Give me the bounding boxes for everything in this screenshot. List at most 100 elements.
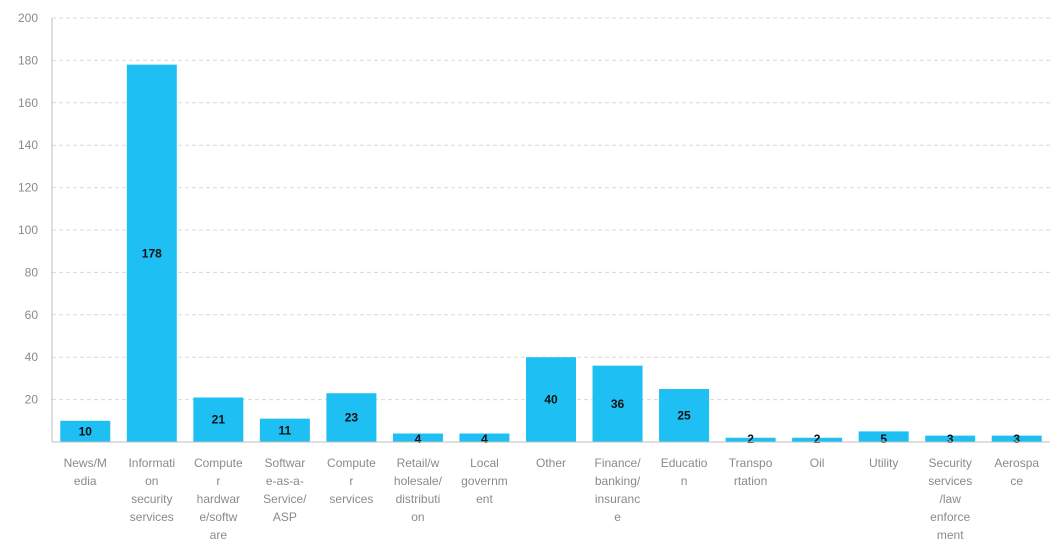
x-category-label-line: Educatio bbox=[661, 456, 708, 470]
x-category-label: Utility bbox=[869, 456, 898, 470]
bar-value-label: 3 bbox=[947, 432, 954, 446]
x-category-label: Compute r hardwar e/softw are bbox=[194, 456, 243, 542]
bar-value-label: 36 bbox=[611, 397, 625, 411]
x-category-label: Transpo rtation bbox=[729, 456, 773, 488]
grid-layer bbox=[52, 17, 1050, 401]
x-category-label-line: ASP bbox=[273, 510, 297, 524]
bar[interactable] bbox=[659, 389, 710, 442]
x-category-label: Other bbox=[536, 456, 566, 470]
bar[interactable] bbox=[792, 437, 843, 442]
y-axis-ticks: 20 40 60 80 100 120 140 160 180 200 bbox=[18, 11, 38, 407]
bar-value-label: 21 bbox=[212, 413, 226, 427]
y-tick-label: 120 bbox=[18, 181, 38, 195]
x-category-label-line: e bbox=[614, 510, 621, 524]
bar-value-label: 4 bbox=[415, 432, 422, 446]
bar[interactable] bbox=[259, 418, 310, 442]
y-tick-label: 100 bbox=[18, 223, 38, 237]
y-tick-label: 140 bbox=[18, 138, 38, 152]
bar-value-label: 4 bbox=[481, 432, 488, 446]
x-category-label-line: Compute bbox=[194, 456, 243, 470]
x-category-label-line: /law bbox=[940, 492, 962, 506]
x-category-label-line: Informati bbox=[128, 456, 175, 470]
x-category-label-line: Service/ bbox=[263, 492, 307, 506]
bar[interactable] bbox=[326, 393, 377, 442]
bar[interactable] bbox=[991, 435, 1042, 442]
bar-value-label: 2 bbox=[814, 432, 821, 446]
y-tick-label: 40 bbox=[25, 350, 39, 364]
bar-value-label: 2 bbox=[747, 432, 754, 446]
x-category-label-line: Retail/w bbox=[397, 456, 440, 470]
bar-value-label: 23 bbox=[345, 411, 359, 425]
x-category-label-line: Aerospa bbox=[994, 456, 1039, 470]
x-category-label-line: Compute bbox=[327, 456, 376, 470]
x-category-label-line: on bbox=[411, 510, 424, 524]
bar[interactable] bbox=[126, 64, 177, 442]
x-category-label-line: on bbox=[145, 474, 158, 488]
x-category-label-line: Other bbox=[536, 456, 566, 470]
x-category-label-line: services bbox=[928, 474, 972, 488]
bar[interactable] bbox=[193, 397, 244, 442]
x-category-label-line: rtation bbox=[734, 474, 767, 488]
bar[interactable] bbox=[592, 365, 643, 442]
y-tick-label: 180 bbox=[18, 53, 38, 67]
bar[interactable] bbox=[60, 420, 111, 442]
x-category-label: Retail/w holesale/distributi on bbox=[394, 456, 443, 524]
bar[interactable] bbox=[725, 437, 776, 442]
x-category-label: Security services/law enforce ment bbox=[928, 456, 972, 542]
bar[interactable] bbox=[858, 431, 909, 442]
bar[interactable] bbox=[925, 435, 976, 442]
x-category-label-line: n bbox=[681, 474, 688, 488]
bar-value-label: 11 bbox=[279, 423, 292, 437]
x-category-label-line: Utility bbox=[869, 456, 898, 470]
x-category-label-line: Finance/ bbox=[595, 456, 642, 470]
y-tick-label: 60 bbox=[25, 308, 39, 322]
bar-value-label: 10 bbox=[79, 424, 93, 438]
bars bbox=[60, 64, 1042, 442]
x-category-label-line: ment bbox=[937, 528, 964, 542]
x-category-label-line: enforce bbox=[930, 510, 970, 524]
x-category-label-line: services bbox=[329, 492, 373, 506]
x-category-label-line: r bbox=[349, 474, 353, 488]
y-tick-label: 20 bbox=[25, 393, 39, 407]
x-category-label-line: News/M bbox=[64, 456, 107, 470]
x-category-label: Informati on security services bbox=[128, 456, 175, 524]
bar-value-label: 5 bbox=[880, 432, 887, 446]
x-category-label-line: Transpo bbox=[729, 456, 773, 470]
x-category-label-line: holesale/ bbox=[394, 474, 443, 488]
bar[interactable] bbox=[526, 357, 576, 442]
x-category-label: News/M edia bbox=[64, 456, 107, 488]
bar-value-label: 178 bbox=[142, 246, 162, 260]
x-category-label-line: services bbox=[130, 510, 174, 524]
x-category-label-line: e-as-a- bbox=[266, 474, 304, 488]
x-category-label: Local governm ent bbox=[461, 456, 508, 506]
x-category-label-line: are bbox=[210, 528, 228, 542]
x-category-label: Educatio n bbox=[661, 456, 708, 488]
x-category-label-line: security bbox=[131, 492, 172, 506]
y-tick-label: 200 bbox=[18, 11, 38, 25]
x-category-label: Softwar e-as-a- Service/ASP bbox=[263, 456, 307, 524]
x-category-label-line: e/softw bbox=[199, 510, 237, 524]
x-category-label-line: distributi bbox=[396, 492, 441, 506]
x-category-label-line: banking/ bbox=[595, 474, 641, 488]
x-category-label-line: ce bbox=[1010, 474, 1023, 488]
x-category-label: Finance/banking/insuranc e bbox=[595, 456, 642, 524]
bar[interactable] bbox=[392, 433, 443, 442]
x-category-label-line: hardwar bbox=[197, 492, 240, 506]
x-category-label-line: ent bbox=[476, 492, 493, 506]
x-category-label: Aerospa ce bbox=[994, 456, 1039, 488]
x-category-label: Oil bbox=[810, 456, 825, 470]
x-category-label-line: insuranc bbox=[595, 492, 640, 506]
x-category-label-line: governm bbox=[461, 474, 508, 488]
x-category-label-line: Security bbox=[929, 456, 972, 470]
x-category-label-line: Softwar bbox=[265, 456, 306, 470]
bar-value-label: 25 bbox=[677, 409, 691, 423]
x-category-label-line: r bbox=[216, 474, 220, 488]
x-category-label-line: Oil bbox=[810, 456, 825, 470]
x-category-label: Compute r services bbox=[327, 456, 376, 506]
y-tick-label: 160 bbox=[18, 96, 38, 110]
bar[interactable] bbox=[459, 433, 510, 442]
